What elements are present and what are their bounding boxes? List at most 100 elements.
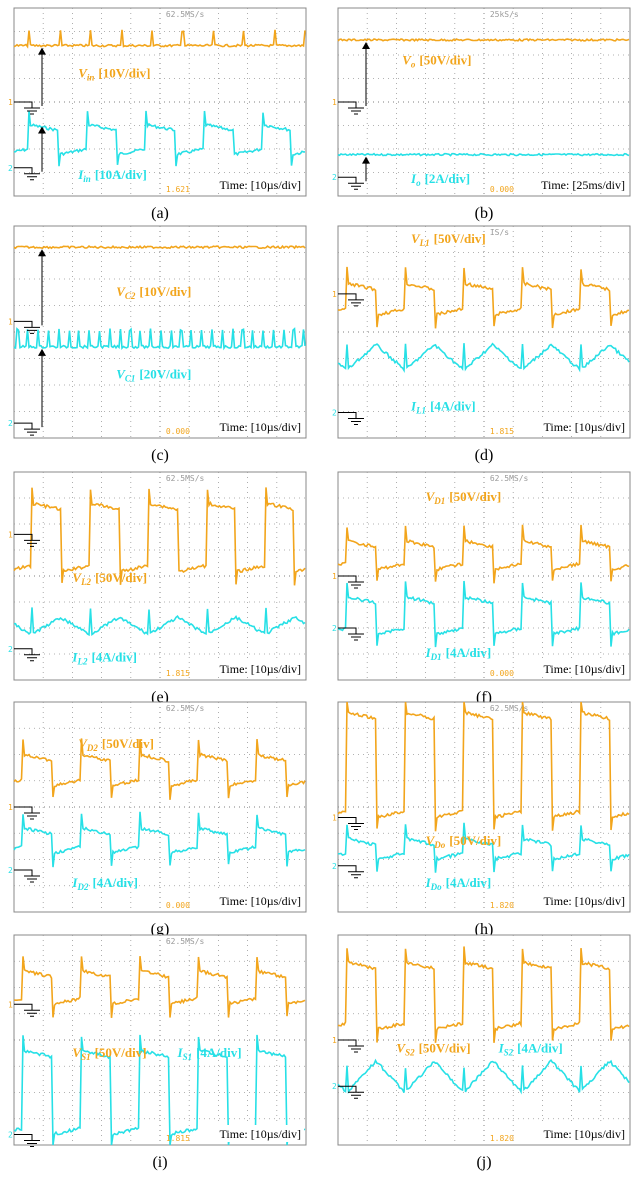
subscript: L2 [76,656,87,666]
readout: 1.820 [490,1134,514,1143]
channel-marker: 2 [332,624,337,633]
channel-marker: 2 [332,862,337,871]
scale: [10V/div] [98,66,150,81]
scale: [4A/div] [517,1041,563,1056]
subscript: D2 [76,882,88,892]
channel-marker: 1 [8,530,13,539]
scale: [2A/div] [425,171,471,186]
readout: 1.815 [166,669,190,678]
subscript: S2 [504,1048,514,1058]
time-base: Time: [10µs/div] [544,894,625,908]
time-base: Time: [10µs/div] [544,420,625,434]
channel-marker: 2 [8,866,13,875]
scale: [50V/div] [95,1045,147,1060]
scale: [50V/div] [449,833,501,848]
sample-rate: 62.5MS/s [166,10,205,19]
channel-marker: 2 [8,645,13,654]
scale: [4A/div] [91,649,136,664]
sample-rate: 62.5MS/s [166,937,205,946]
subscript: D1 [433,496,445,506]
time-base: Time: [10µs/div] [220,420,301,434]
time-base: Time: [10µs/div] [544,662,625,676]
scope-panel: 62.5MS/s0.00012VD2[50V/div]ID2[4A/div]Ti… [8,702,306,912]
channel-marker: 2 [332,173,337,182]
scope-panel: 62.5MS/s1.81512VS1[50V/div]IS1[4A/div]Ti… [8,935,306,1147]
subscript: L2 [80,577,91,587]
time-base: Time: [10µs/div] [544,1127,625,1141]
scope-panel: IS/s1.81512VL1[50V/div]IL1[4A/div]Time: … [332,226,630,438]
channel-marker: 1 [332,98,337,107]
sample-rate: 62.5MS/s [490,704,529,713]
figure: 62.5MS/s1.62112Vin[10V/div]Iin[10A/div]T… [0,0,638,1182]
subscript: o [416,178,421,188]
subscript: S1 [183,1052,193,1062]
channel-marker: 2 [332,409,337,418]
subscript: S1 [81,1052,91,1062]
channel-marker: 1 [8,317,13,326]
readout: 0.000 [490,185,514,194]
readout: 1.815 [490,427,514,436]
sample-rate: 62.5MS/s [490,474,529,483]
channel-marker: 1 [8,803,13,812]
channel-marker: 1 [8,98,13,107]
channel-marker: 1 [332,290,337,299]
scale: [50V/div] [449,489,501,504]
readout: 1.820 [490,901,514,910]
scale: [50V/div] [434,231,486,246]
time-base: Time: [10µs/div] [220,662,301,676]
scale: [4A/div] [446,645,492,660]
scope-panel: 62.5MS/s1.82012VDo[50V/div]IDo[4A/div]Ti… [332,702,630,912]
scope-panel: 62.5MS/s1.62112Vin[10V/div]Iin[10A/div]T… [8,8,306,196]
scale: [50V/div] [95,570,147,585]
scale: [10V/div] [139,284,191,299]
channel-marker: 1 [332,1036,337,1045]
channel-marker: 1 [332,572,337,581]
subscript: in [83,174,91,184]
readout: 1.621 [166,185,190,194]
caption: (d) [475,447,494,464]
subscript: D1 [430,652,442,662]
readout: 0.000 [166,901,190,910]
scale: [10A/div] [95,167,147,182]
time-base: Time: [10µs/div] [220,894,301,908]
scale: [4A/div] [446,875,492,890]
scope-panel: 25kS/s0.00012Vo[50V/div]Io[2A/div]Time: … [332,8,630,196]
subscript: C1 [125,374,136,384]
scale: [50V/div] [419,1041,471,1056]
channel-marker: 1 [8,1000,13,1009]
sample-rate: 62.5MS/s [166,704,205,713]
subscript: in [87,73,95,83]
subscript: Do [433,840,445,850]
subscript: L1 [415,405,426,415]
caption: (a) [151,205,169,222]
channel-marker: 2 [8,164,13,173]
scope-panel: 62.5MS/s1.81512VL2[50V/div]IL2[4A/div]Ti… [8,472,306,680]
scale: [4A/div] [430,398,476,413]
scale: [50V/div] [419,52,471,67]
readout: 0.000 [490,669,514,678]
subscript: Do [430,882,442,892]
readout: 0.000 [166,427,190,436]
caption: (b) [475,205,494,222]
readout: 1.815 [166,1134,190,1143]
subscript: C2 [125,291,136,301]
scale: [20V/div] [139,367,191,382]
scale: [50V/div] [102,736,154,751]
scale: [4A/div] [92,875,137,890]
channel-marker: 2 [8,1131,13,1140]
caption: (c) [151,447,169,464]
scale: [4A/div] [196,1045,242,1060]
time-base: Time: [25ms/div] [541,178,625,192]
time-base: Time: [10µs/div] [220,1127,301,1141]
subscript: o [411,59,416,69]
time-base: Time: [10µs/div] [220,178,301,192]
sample-rate: IS/s [490,228,509,237]
scope-panel: 62.5MS/s0.00012VD1[50V/div]ID1[4A/div]Ti… [332,472,630,680]
channel-marker: 2 [8,419,13,428]
caption: (j) [476,1154,491,1171]
subscript: S2 [405,1048,415,1058]
subscript: L1 [419,238,430,248]
channel-marker: 2 [332,1082,337,1091]
subscript: D2 [86,743,98,753]
